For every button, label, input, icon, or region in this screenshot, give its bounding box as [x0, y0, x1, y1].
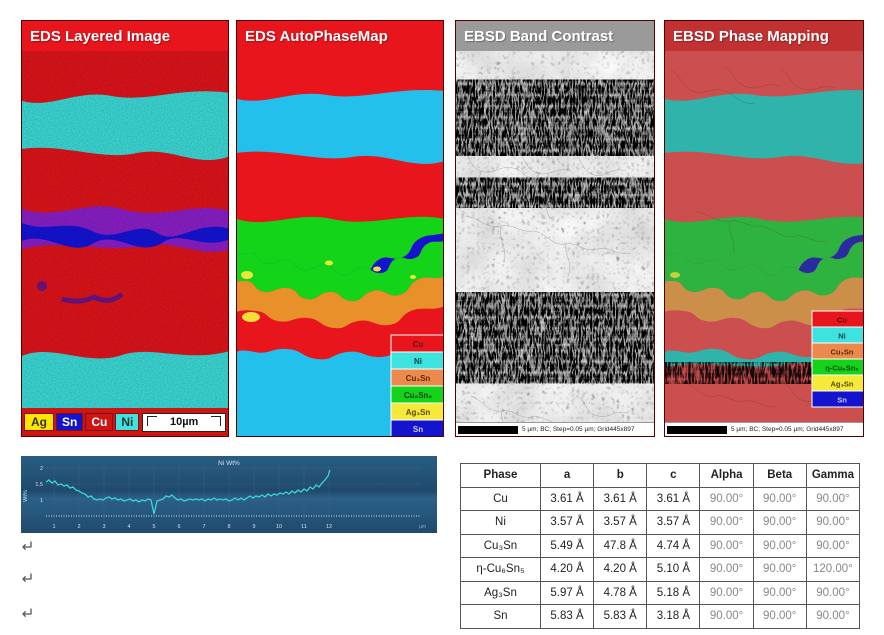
- svg-text:Cu₆Sn₅: Cu₆Sn₅: [404, 391, 433, 400]
- svg-text:2: 2: [77, 524, 80, 530]
- svg-text:6: 6: [177, 524, 180, 530]
- svg-text:Ni Wt%: Ni Wt%: [218, 460, 240, 467]
- svg-text:5: 5: [152, 524, 155, 530]
- svg-text:9: 9: [252, 524, 255, 530]
- svg-text:3: 3: [102, 524, 105, 530]
- svg-text:Wt%: Wt%: [23, 490, 29, 502]
- svg-text:Ni: Ni: [414, 357, 422, 366]
- svg-text:8: 8: [227, 524, 230, 530]
- svg-text:Sn: Sn: [837, 396, 847, 405]
- svg-text:Cu: Cu: [413, 340, 424, 349]
- svg-text:Ag₃Sn: Ag₃Sn: [406, 408, 431, 417]
- svg-text:1.5: 1.5: [35, 482, 43, 488]
- svg-text:12: 12: [326, 524, 332, 530]
- svg-text:Cu₃Sn: Cu₃Sn: [406, 374, 431, 383]
- svg-text:4: 4: [127, 524, 130, 530]
- svg-text:Cu: Cu: [837, 316, 847, 325]
- svg-text:Ni: Ni: [838, 332, 846, 341]
- svg-text:Ag₃Sn: Ag₃Sn: [830, 380, 853, 389]
- svg-text:10: 10: [276, 524, 282, 530]
- svg-text:2: 2: [40, 466, 43, 472]
- svg-text:Cu₃Sn: Cu₃Sn: [830, 348, 853, 357]
- svg-text:η-Cu₆Sn₅: η-Cu₆Sn₅: [825, 364, 859, 373]
- svg-text:1: 1: [40, 498, 43, 504]
- svg-text:1: 1: [52, 524, 55, 530]
- svg-text:µm: µm: [419, 524, 426, 530]
- svg-text:11: 11: [301, 524, 307, 530]
- svg-text:Sn: Sn: [413, 425, 423, 434]
- svg-text:7: 7: [202, 524, 205, 530]
